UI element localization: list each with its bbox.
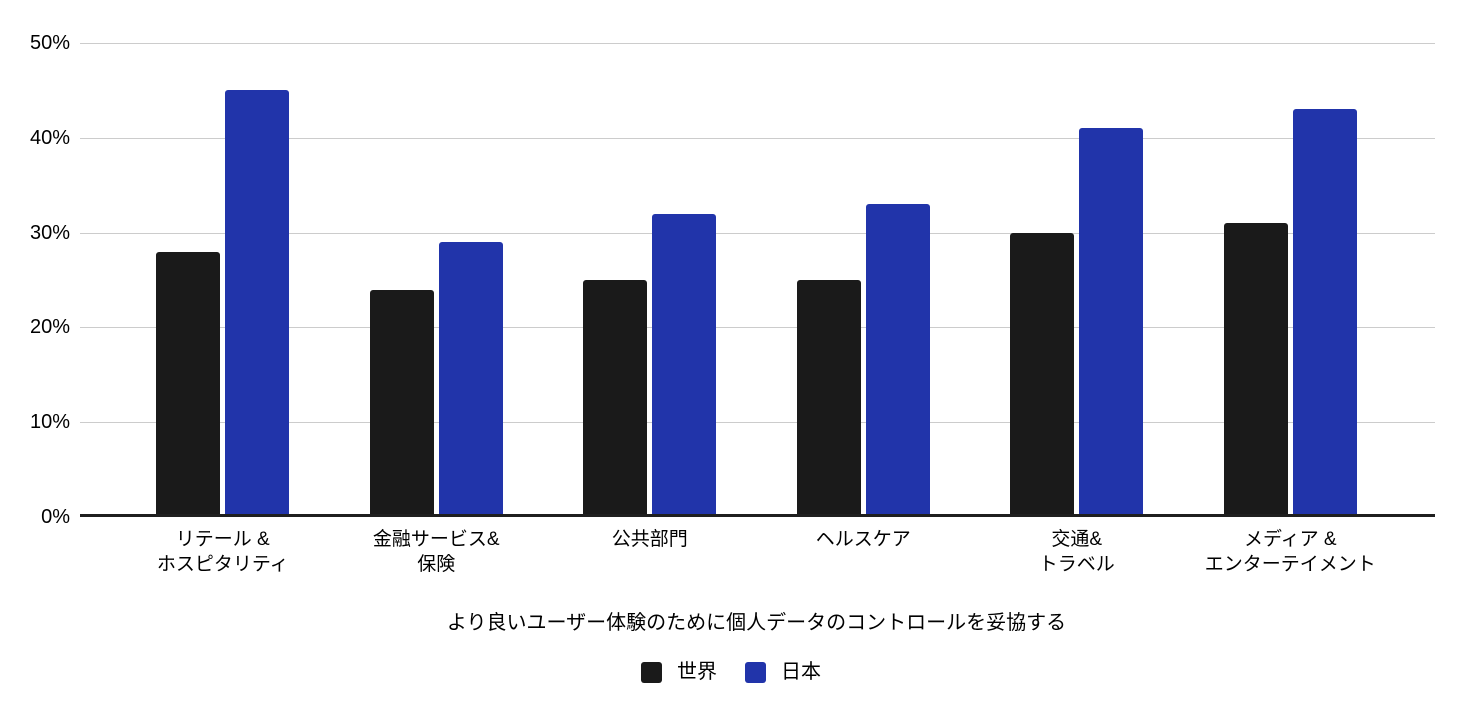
legend-item-japan: 日本 <box>745 660 821 684</box>
x-axis-label-5: メディア & エンターテイメント <box>1204 529 1376 575</box>
gridline-30 <box>80 232 1435 234</box>
bar-japan-2 <box>652 213 717 517</box>
x-axis-label-1: 金融サービス& 保険 <box>372 529 500 575</box>
bar-world-1 <box>369 289 434 517</box>
legend: 世界 日本 <box>0 660 1462 684</box>
bar-world-3 <box>796 280 861 517</box>
gridline-10 <box>80 422 1435 424</box>
gridline-40 <box>80 137 1435 139</box>
bar-japan-4 <box>1079 128 1144 517</box>
x-axis-label-2: 公共部門 <box>611 529 688 550</box>
bar-group-3 <box>757 43 971 517</box>
bar-world-2 <box>583 280 648 517</box>
x-axis-title: より良いユーザー体験のために個人データのコントロールを妥協する <box>446 612 1067 634</box>
x-axis-line <box>80 514 1435 517</box>
y-axis-label-30: 30% <box>29 221 70 244</box>
bar-world-5 <box>1223 223 1288 517</box>
y-axis-label-40: 40% <box>29 126 70 149</box>
x-axis-label-0: リテール & ホスピタリティ <box>156 529 289 575</box>
bar-world-0 <box>156 251 221 517</box>
bar-world-4 <box>1010 232 1075 517</box>
x-axis-label-3: ヘルスケア <box>815 529 911 550</box>
bar-japan-1 <box>438 242 503 517</box>
bar-group-2 <box>543 43 757 517</box>
x-axis-label-4: 交通& トラベル <box>1038 529 1115 575</box>
bar-group-0 <box>116 43 330 517</box>
y-axis-label-20: 20% <box>29 316 70 339</box>
bar-group-1 <box>330 43 544 517</box>
legend-swatch-japan <box>745 661 766 683</box>
bar-groups <box>116 43 1397 517</box>
bar-japan-5 <box>1292 109 1357 517</box>
legend-label-world: 世界 <box>677 661 717 683</box>
x-axis-labels: リテール & ホスピタリティ 金融サービス& 保険 公共部門 ヘルスケア 交通& トラベ… <box>116 527 1397 577</box>
legend-item-world: 世界 <box>641 660 717 684</box>
bar-group-5 <box>1184 43 1398 517</box>
bar-japan-3 <box>865 204 930 517</box>
y-axis-label-50: 50% <box>29 32 70 54</box>
bar-group-4 <box>970 43 1184 517</box>
gridline-50 <box>80 43 1435 44</box>
plot-area <box>80 43 1435 517</box>
legend-swatch-world <box>641 661 662 683</box>
y-axis-label-0: 0% <box>41 506 70 528</box>
gridline-20 <box>80 327 1435 329</box>
bar-japan-0 <box>225 90 290 517</box>
y-axis-label-10: 10% <box>29 411 70 434</box>
legend-label-japan: 日本 <box>781 661 821 683</box>
